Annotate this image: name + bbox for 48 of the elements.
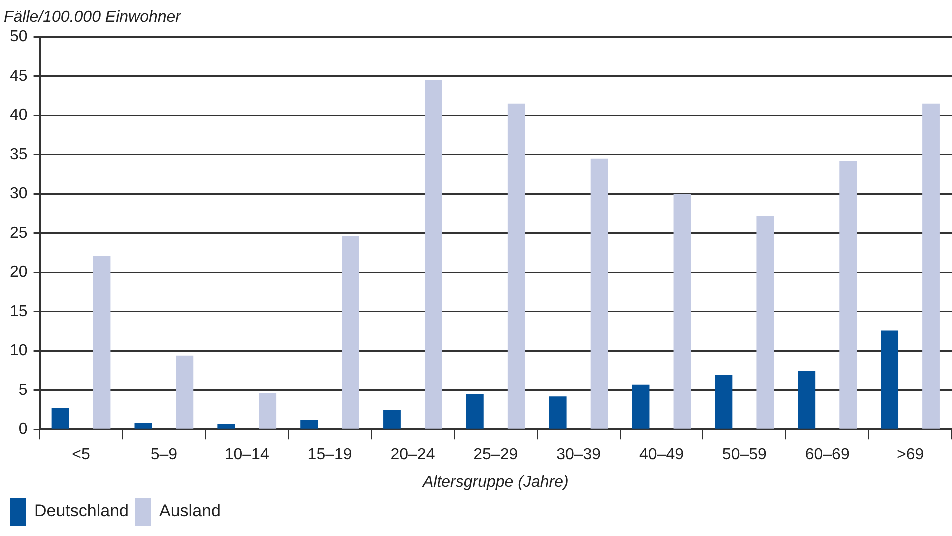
bar — [218, 424, 236, 429]
x-tick-label: >69 — [896, 446, 924, 464]
x-tick-label: 20–24 — [390, 446, 436, 464]
x-tick-label: 15–19 — [308, 446, 352, 464]
y-tick-label: 5 — [18, 382, 28, 399]
bar — [840, 161, 858, 429]
y-axis-title: Fälle/100.000 Einwohner — [4, 9, 182, 26]
y-tick-label: 45 — [10, 68, 28, 85]
legend-label: Deutschland — [34, 502, 130, 521]
bar — [259, 394, 277, 429]
x-tick-label: 60–69 — [805, 446, 850, 464]
bar — [632, 384, 650, 429]
x-tick-label: 40–49 — [640, 446, 684, 464]
y-tick-label: 15 — [10, 303, 28, 320]
bar — [590, 158, 608, 429]
x-tick-label: 5–9 — [150, 446, 178, 464]
x-tick-label: 25–29 — [474, 446, 518, 464]
legend-label: Ausland — [160, 502, 221, 521]
bar — [674, 194, 692, 429]
bar — [922, 104, 940, 429]
y-tick-label: 50 — [10, 28, 28, 46]
x-tick-label: 10–14 — [224, 446, 270, 464]
bar — [715, 375, 733, 429]
bar — [466, 394, 484, 429]
x-tick-label: 30–39 — [556, 446, 602, 464]
bar — [508, 104, 526, 429]
bar — [52, 408, 70, 429]
y-tick-label: 10 — [10, 342, 28, 360]
x-axis-title: Altersgruppe (Jahre) — [422, 474, 569, 491]
bar — [342, 236, 360, 429]
y-tick-label: 30 — [10, 186, 28, 203]
y-tick-label: 20 — [10, 264, 28, 282]
bar — [176, 356, 194, 429]
bar — [93, 256, 111, 429]
bar — [424, 80, 442, 429]
y-tick-label: 0 — [18, 421, 28, 438]
bar — [134, 423, 152, 429]
bar — [300, 420, 318, 429]
x-tick-label: 50–59 — [722, 446, 768, 464]
y-tick-label: 40 — [10, 107, 28, 124]
y-tick-label: 35 — [10, 146, 28, 164]
bar — [549, 396, 567, 429]
bar — [881, 330, 899, 429]
y-tick-label: 25 — [10, 224, 28, 242]
bar — [756, 216, 774, 429]
bar — [384, 410, 401, 429]
bar — [798, 372, 816, 429]
x-tick-label: <5 — [72, 446, 90, 464]
